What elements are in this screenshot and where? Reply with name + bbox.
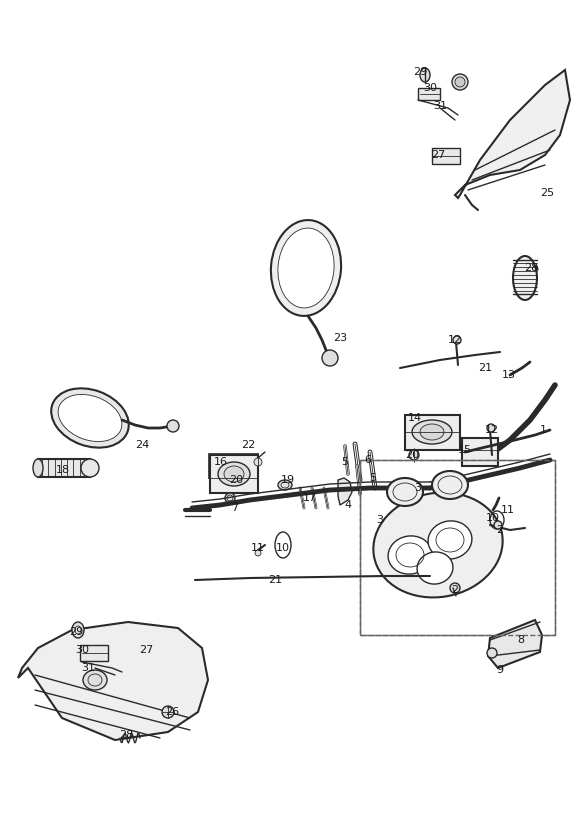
Text: 8: 8 [518,635,525,645]
Ellipse shape [33,459,43,477]
Ellipse shape [278,480,292,490]
Ellipse shape [420,424,444,440]
Bar [38,459,90,477]
Text: 27: 27 [431,150,445,160]
Polygon shape [338,478,352,505]
Text: 29: 29 [69,627,83,637]
Text: 11: 11 [501,505,515,515]
Text: 12: 12 [485,425,499,435]
Text: 10: 10 [486,513,500,523]
Ellipse shape [428,521,472,559]
Text: 17: 17 [303,493,317,503]
Ellipse shape [373,493,503,597]
Ellipse shape [225,493,235,503]
Ellipse shape [254,458,262,466]
Text: 5: 5 [370,473,377,483]
Ellipse shape [255,550,261,556]
Text: 5: 5 [342,457,349,467]
Bar [405,415,460,450]
Text: 19: 19 [281,475,295,485]
Ellipse shape [224,466,244,482]
Ellipse shape [494,521,502,529]
Ellipse shape [322,350,338,366]
Text: 16: 16 [214,457,228,467]
Text: 22: 22 [241,440,255,450]
Text: 28: 28 [119,730,133,740]
Text: 31: 31 [81,663,95,673]
Text: 11: 11 [251,543,265,553]
Ellipse shape [453,336,461,344]
Text: 21: 21 [478,363,492,373]
Text: 2: 2 [451,585,459,595]
Text: 4: 4 [345,500,352,510]
Text: 3: 3 [415,483,422,493]
Polygon shape [18,622,208,740]
Ellipse shape [162,706,174,718]
Text: 26: 26 [165,707,179,717]
Bar [432,148,460,164]
Text: 15: 15 [458,445,472,455]
Ellipse shape [409,450,419,460]
Text: 28: 28 [524,263,538,273]
Text: 31: 31 [433,101,447,111]
Ellipse shape [81,459,99,477]
Text: 24: 24 [135,440,149,450]
Text: 7: 7 [231,503,238,513]
Text: 9: 9 [497,665,504,675]
Text: 27: 27 [139,645,153,655]
Ellipse shape [72,622,84,638]
Ellipse shape [487,648,497,658]
Text: 10: 10 [276,543,290,553]
Text: 12: 12 [448,335,462,345]
Ellipse shape [387,478,423,506]
Text: 25: 25 [540,188,554,198]
Ellipse shape [432,471,468,499]
Text: 30: 30 [423,83,437,93]
Ellipse shape [271,220,341,316]
Polygon shape [488,620,542,668]
Ellipse shape [51,388,129,447]
Text: 18: 18 [56,465,70,475]
Ellipse shape [513,256,537,300]
Ellipse shape [167,420,179,432]
Text: 29: 29 [413,67,427,77]
Ellipse shape [412,420,452,444]
Ellipse shape [58,395,122,442]
Text: 6: 6 [364,455,371,465]
Bar [208,453,258,478]
Text: 1: 1 [539,425,546,435]
Ellipse shape [388,536,432,574]
Bar [360,460,555,635]
Text: 14: 14 [408,413,422,423]
Ellipse shape [417,552,453,584]
Bar [360,460,555,635]
Text: 20: 20 [229,475,243,485]
Bar [80,645,108,661]
Text: 23: 23 [333,333,347,343]
Text: 20: 20 [405,450,419,460]
Text: 21: 21 [268,575,282,585]
Bar [418,88,440,100]
Text: 13: 13 [502,370,516,380]
Polygon shape [455,70,570,198]
Ellipse shape [83,670,107,690]
Ellipse shape [450,583,460,593]
Text: 30: 30 [75,645,89,655]
Text: 3: 3 [377,515,384,525]
Text: 2: 2 [497,525,504,535]
Ellipse shape [278,228,334,308]
Bar [462,438,498,466]
Ellipse shape [487,424,495,432]
Ellipse shape [218,462,250,486]
Ellipse shape [420,68,430,82]
Bar [210,455,258,493]
Ellipse shape [455,77,465,87]
Ellipse shape [452,74,468,90]
